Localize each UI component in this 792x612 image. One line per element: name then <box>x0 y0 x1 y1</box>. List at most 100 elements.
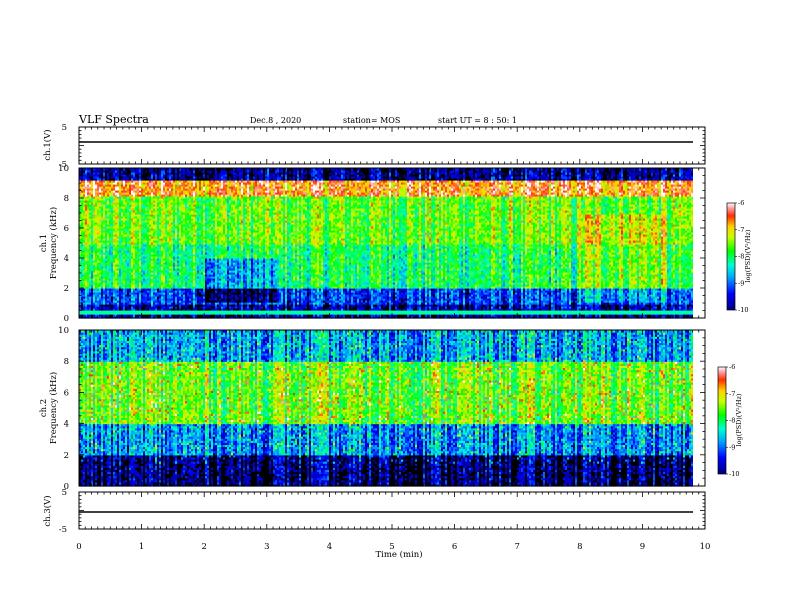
spectrogram-cell <box>79 310 82 313</box>
spectrogram-cell <box>99 286 102 289</box>
spectrogram-cell <box>87 266 90 269</box>
spectrogram-cell <box>101 314 104 317</box>
spectrogram-cell <box>101 222 104 225</box>
spectrogram-cell <box>117 180 120 183</box>
spectrogram-cell <box>121 278 124 281</box>
spectrogram-cell <box>109 290 112 293</box>
spectrogram-cell <box>111 196 114 199</box>
spectrogram-cell <box>105 226 108 229</box>
spectrogram-cell <box>103 250 106 253</box>
spectrogram-cell <box>97 252 100 255</box>
spectrogram-cell <box>107 202 110 205</box>
spectrogram-cell <box>107 214 110 217</box>
spectrogram-cell <box>83 232 86 235</box>
spectrogram-cell <box>95 236 98 239</box>
spectrogram-cell <box>103 280 106 283</box>
spectrogram-cell <box>87 278 90 281</box>
spectrogram-cell <box>103 314 106 317</box>
spectrogram-cell <box>123 210 126 213</box>
spectrogram-cell <box>103 218 106 221</box>
spectrogram-cell <box>123 182 126 185</box>
spectrogram-cell <box>125 264 128 267</box>
spectrogram-cell <box>127 238 130 241</box>
spectrogram-cell <box>127 300 130 303</box>
spectrogram-cell <box>109 286 112 289</box>
spectrogram-cell <box>93 258 96 261</box>
spectrogram-cell <box>105 296 108 299</box>
spectrogram-cell <box>95 302 98 305</box>
spectrogram-cell <box>125 296 128 299</box>
spectrogram-cell <box>81 306 84 309</box>
spectrogram-cell <box>123 246 126 249</box>
spectrogram-cell <box>105 216 108 219</box>
spectrogram-cell <box>83 192 86 195</box>
spectrogram-cell <box>115 306 118 309</box>
spectrogram-cell <box>87 202 90 205</box>
spectrogram-cell <box>119 264 122 267</box>
spectrogram-cell <box>89 238 92 241</box>
spectrogram-cell <box>79 192 82 195</box>
spectrogram-cell <box>115 282 118 285</box>
spectrogram-cell <box>99 206 102 209</box>
spectrogram-cell <box>85 178 88 181</box>
spectrogram-cell <box>121 232 124 235</box>
spectrogram-cell <box>99 248 102 251</box>
spectrogram-cell <box>105 194 108 197</box>
spectrogram-cell <box>105 184 108 187</box>
spectrogram-cell <box>107 274 110 277</box>
spectrogram-cell <box>111 230 114 233</box>
spectrogram-cell <box>117 254 120 257</box>
spectrogram-cell <box>113 220 116 223</box>
spectrogram-cell <box>117 210 120 213</box>
spectrogram-cell <box>115 220 118 223</box>
spectrogram-cell <box>117 286 120 289</box>
spectrogram-cell <box>87 246 90 249</box>
spectrogram-cell <box>117 176 120 179</box>
spectrogram-cell <box>91 266 94 269</box>
spectrogram-cell <box>89 236 92 239</box>
spectrogram-cell <box>97 220 100 223</box>
spectrogram-cell <box>107 228 110 231</box>
spectrogram-cell <box>105 306 108 309</box>
spectrogram-cell <box>93 232 96 235</box>
spectrogram-cell <box>131 256 134 259</box>
spectrogram-cell <box>85 196 88 199</box>
spectrogram-cell <box>91 314 94 317</box>
spectrogram-cell <box>109 174 112 177</box>
spectrogram-cell <box>109 230 112 233</box>
spectrogram-cell <box>81 262 84 265</box>
spectrogram-cell <box>123 254 126 257</box>
spectrogram-cell <box>103 308 106 311</box>
spectrogram-cell <box>105 260 108 263</box>
spectrogram-cell <box>131 272 134 275</box>
spectrogram-cell <box>93 254 96 257</box>
spectrogram-cell <box>103 296 106 299</box>
spectrogram-cell <box>121 244 124 247</box>
spectrogram-cell <box>79 276 82 279</box>
spectrogram-cell <box>117 170 120 173</box>
spectrogram-cell <box>113 216 116 219</box>
spectrogram-cell <box>97 248 100 251</box>
spectrogram-cell <box>93 244 96 247</box>
spectrogram-cell <box>123 202 126 205</box>
spectrogram-cell <box>131 314 134 317</box>
spectrogram-cell <box>129 288 132 291</box>
spectrogram-cell <box>129 168 132 171</box>
spectrogram-cell <box>113 176 116 179</box>
spectrogram-cell <box>87 282 90 285</box>
spectrogram-cell <box>87 188 90 191</box>
spectrogram-cell <box>121 186 124 189</box>
spectrogram-cell <box>85 280 88 283</box>
spectrogram-cell <box>123 200 126 203</box>
spectrogram-cell <box>125 168 128 171</box>
spectrogram-cell <box>89 168 92 171</box>
spectrogram-cell <box>121 254 124 257</box>
spectrogram-cell <box>113 226 116 229</box>
spectrogram-cell <box>87 198 90 201</box>
spectrogram-cell <box>93 226 96 229</box>
spectrogram-cell <box>131 194 134 197</box>
spectrogram-cell <box>119 232 122 235</box>
spectrogram-cell <box>99 280 102 283</box>
spectrogram-cell <box>93 176 96 179</box>
spectrogram-cell <box>119 212 122 215</box>
